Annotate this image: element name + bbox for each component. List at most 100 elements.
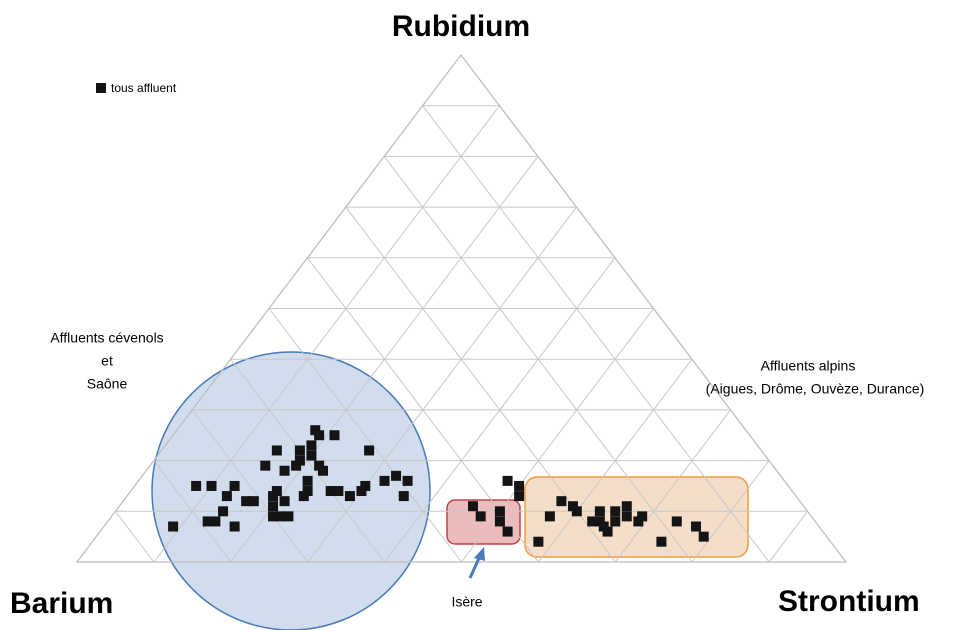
data-point xyxy=(571,506,582,517)
data-point xyxy=(317,465,328,476)
data-point xyxy=(514,480,525,491)
cevenols-circle xyxy=(151,351,431,630)
data-point xyxy=(402,475,413,486)
annotation: Affluents alpins xyxy=(761,358,856,374)
data-point xyxy=(637,511,648,522)
grid-line xyxy=(268,308,462,563)
data-point xyxy=(494,506,505,517)
grid-line xyxy=(461,308,654,563)
data-point xyxy=(514,491,525,502)
data-point xyxy=(268,511,279,522)
data-point xyxy=(556,496,567,507)
data-point xyxy=(398,491,409,502)
data-point xyxy=(314,460,325,471)
grid xyxy=(75,54,848,563)
data-point xyxy=(191,480,202,491)
grid-line xyxy=(307,206,577,563)
data-point xyxy=(621,501,632,512)
axis-label-top: Rubidium xyxy=(392,10,530,43)
data-point xyxy=(671,516,682,527)
data-point xyxy=(360,480,371,491)
data-point xyxy=(391,470,402,481)
data-point xyxy=(594,506,605,517)
annotation: Saône xyxy=(87,376,128,392)
grid-line xyxy=(422,105,770,563)
data-point xyxy=(364,445,375,456)
data-point xyxy=(291,460,302,471)
data-point xyxy=(633,516,644,527)
data-point xyxy=(475,511,486,522)
data-point xyxy=(202,516,213,527)
data-point xyxy=(333,486,344,497)
data-point xyxy=(279,496,290,507)
data-point xyxy=(294,445,305,456)
isere-arrowhead xyxy=(474,547,485,561)
isere-box xyxy=(446,499,521,545)
data-point xyxy=(356,486,367,497)
grid-line xyxy=(768,510,808,563)
annotation: (Aigues, Drôme, Ouvèze, Durance) xyxy=(706,381,925,397)
data-point xyxy=(467,501,478,512)
data-point xyxy=(283,511,294,522)
data-point xyxy=(494,516,505,527)
data-point xyxy=(248,496,259,507)
data-point xyxy=(306,440,317,451)
data-point xyxy=(168,521,179,532)
grid-line xyxy=(230,358,385,563)
data-point xyxy=(502,526,513,537)
data-point xyxy=(610,506,621,517)
data-point xyxy=(268,501,279,512)
data-point xyxy=(598,521,609,532)
data-point xyxy=(218,506,229,517)
data-point xyxy=(302,475,313,486)
data-point xyxy=(206,480,217,491)
data-point xyxy=(294,455,305,466)
triangle-frame xyxy=(75,54,848,563)
data-point xyxy=(221,491,232,502)
data-point xyxy=(268,491,279,502)
data-point xyxy=(610,516,621,527)
axis-label-left: Barium xyxy=(10,587,113,620)
data-point xyxy=(533,536,544,547)
data-point xyxy=(210,516,221,527)
data-point xyxy=(325,486,336,497)
data-point xyxy=(314,430,325,441)
data-point xyxy=(302,486,313,497)
annotation: et xyxy=(101,353,113,369)
data-point xyxy=(344,491,355,502)
grid-line xyxy=(191,409,309,563)
data-point xyxy=(279,465,290,476)
data-point xyxy=(567,501,578,512)
data-point xyxy=(502,475,513,486)
grid-line xyxy=(614,409,731,563)
data-point xyxy=(691,521,702,532)
data-point xyxy=(241,496,252,507)
data-point xyxy=(271,445,282,456)
points xyxy=(168,425,709,547)
grid-line xyxy=(115,510,155,563)
data-point xyxy=(329,430,340,441)
axis-label-right: Strontium xyxy=(778,585,920,618)
data-point xyxy=(379,475,390,486)
data-point xyxy=(594,516,605,527)
data-point xyxy=(602,526,613,537)
grid-line xyxy=(691,460,770,563)
data-point xyxy=(229,521,240,532)
annotation: Isère xyxy=(451,594,482,610)
data-point xyxy=(260,460,271,471)
data-point xyxy=(621,511,632,522)
legend-label: tous affluent xyxy=(111,81,177,95)
data-point xyxy=(310,425,321,436)
data-point xyxy=(544,511,555,522)
annotation: Affluents cévenols xyxy=(50,330,163,346)
data-point xyxy=(587,516,598,527)
data-point xyxy=(656,536,667,547)
data-point xyxy=(271,486,282,497)
legend-swatch xyxy=(96,83,106,93)
grid-line xyxy=(153,460,232,563)
data-point xyxy=(275,511,286,522)
data-point xyxy=(298,491,309,502)
data-point xyxy=(698,531,709,542)
grid-line xyxy=(538,358,693,563)
